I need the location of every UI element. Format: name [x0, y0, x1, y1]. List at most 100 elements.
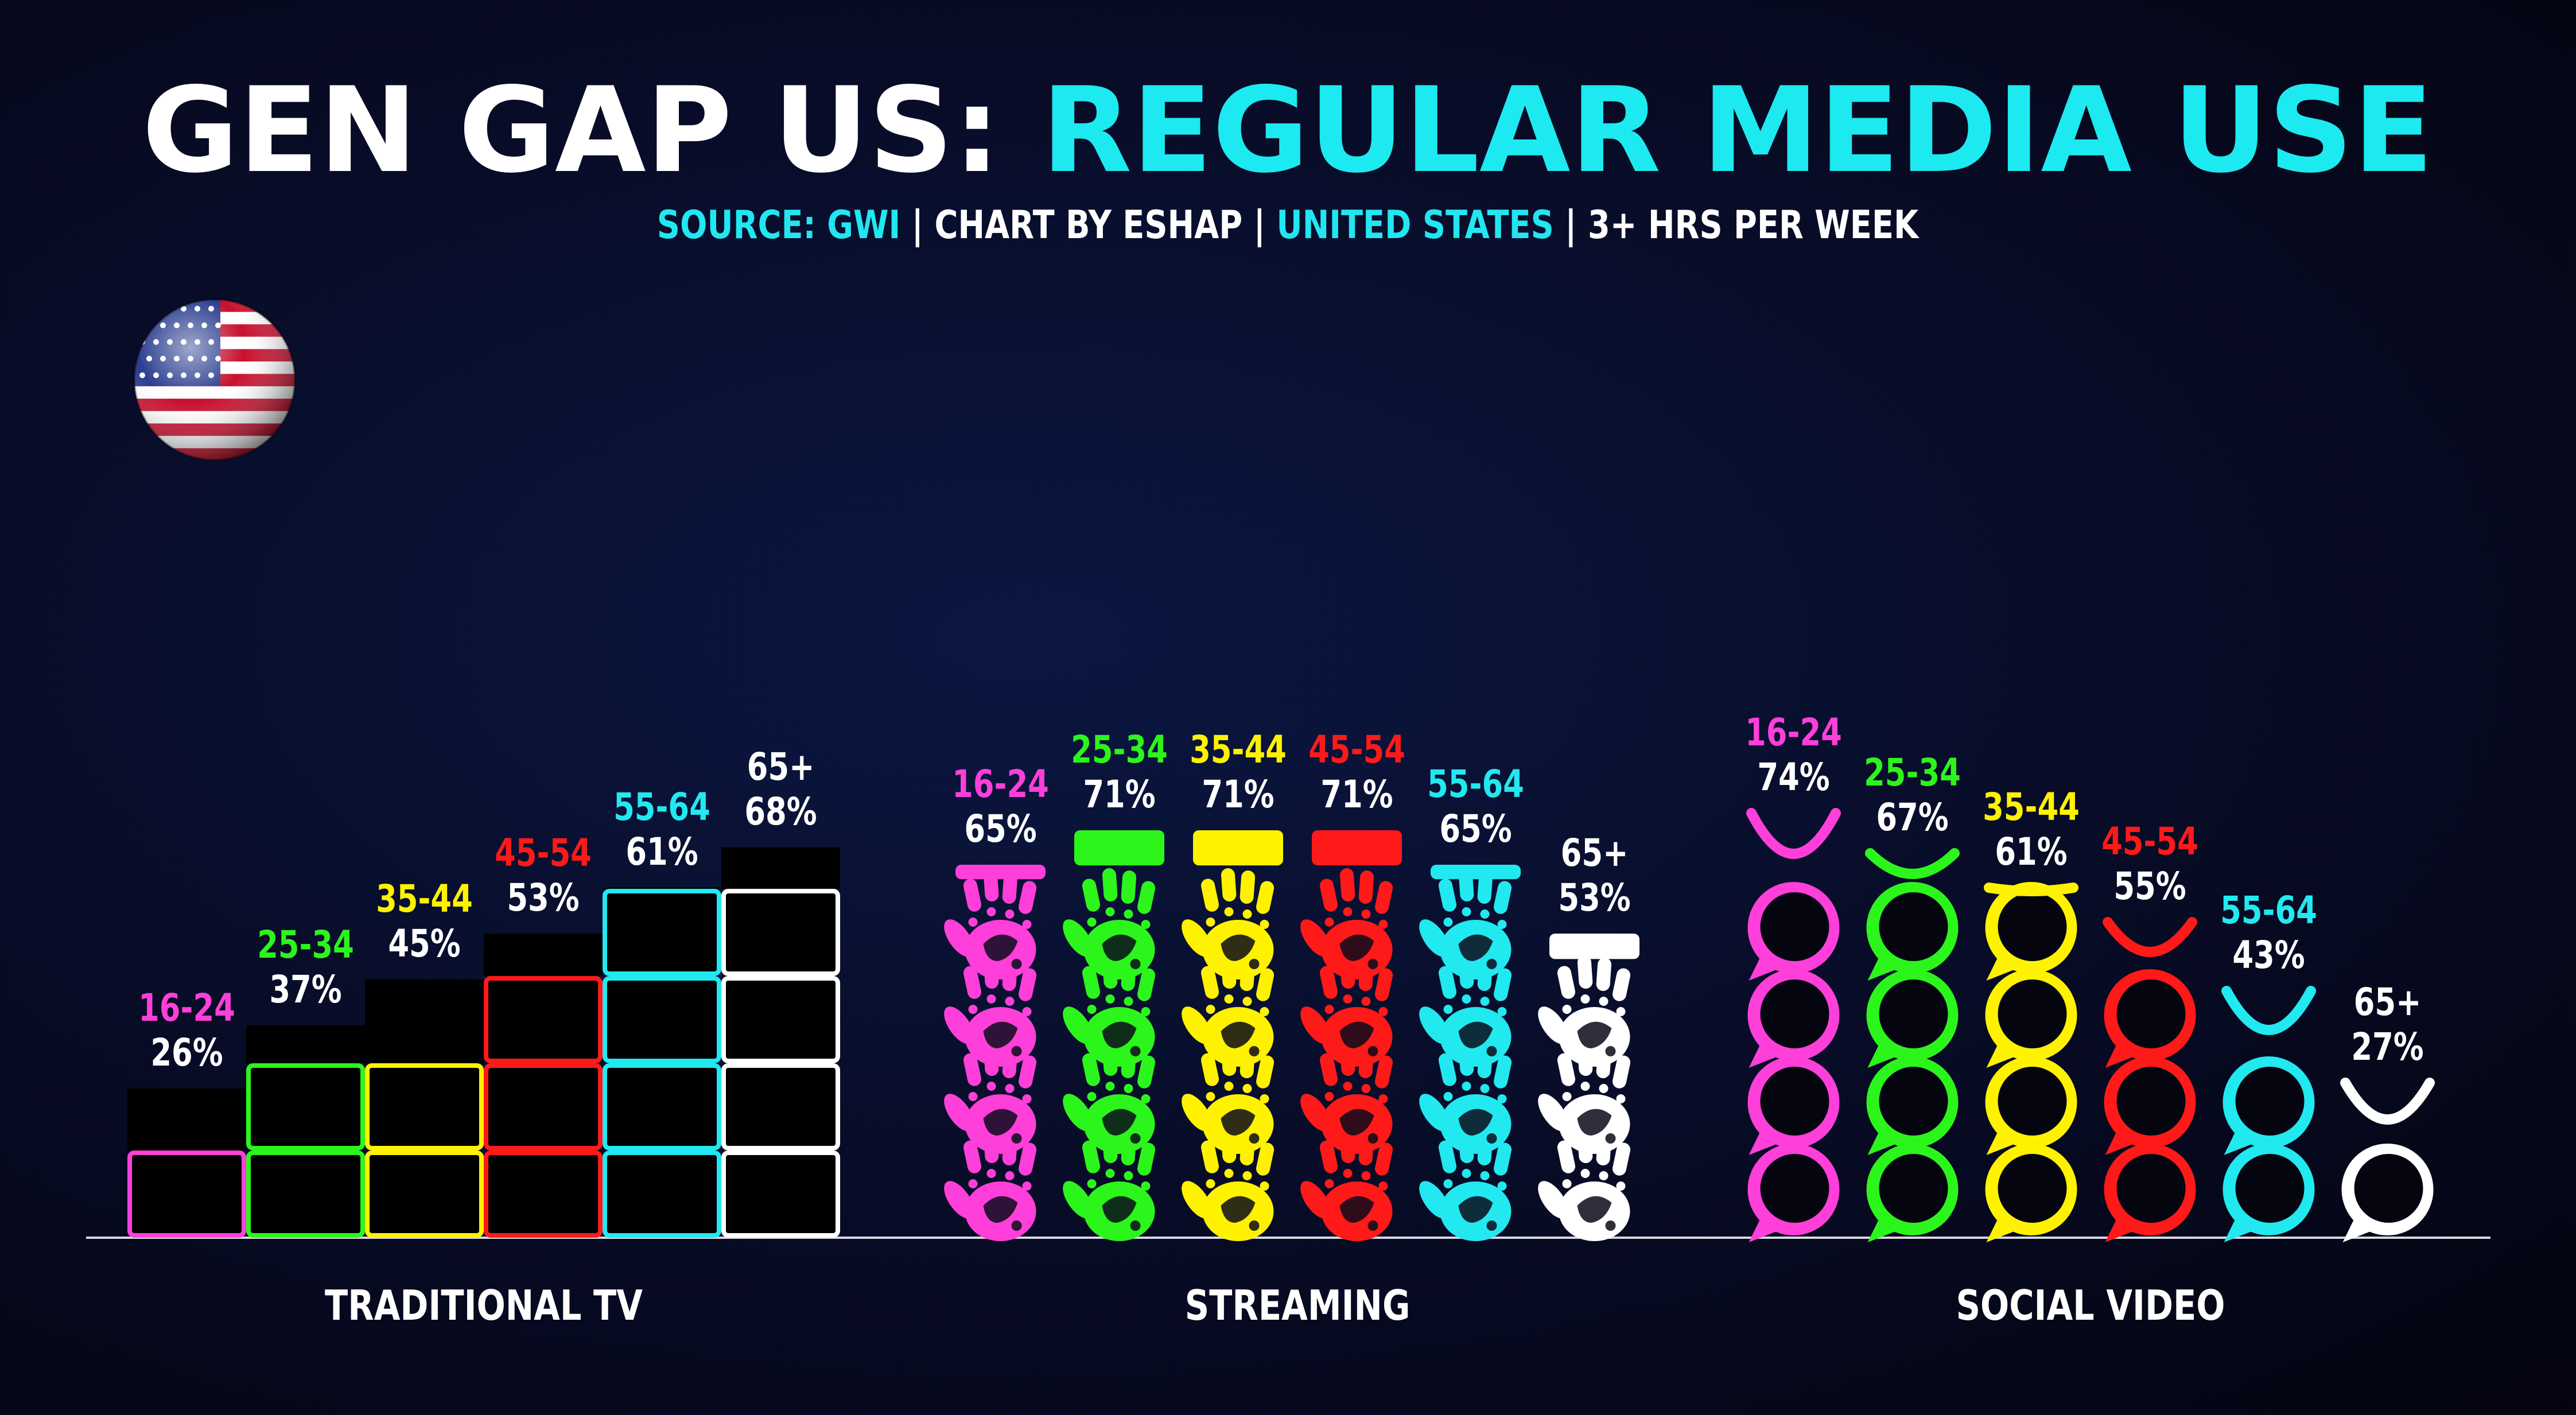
series-label: 55-64 [1427, 763, 1524, 806]
hand-print-icon [1300, 868, 1393, 979]
data-label: 45% [388, 922, 460, 966]
tv-screen-icon [721, 976, 840, 1063]
series-label: 16-24 [1745, 711, 1842, 755]
hand-print-icon [944, 955, 1037, 1067]
category-label: STREAMING [1185, 1281, 1411, 1330]
series-label: 25-34 [257, 923, 354, 967]
tv-screen-icon [603, 1063, 721, 1150]
subtitle-part: | [1242, 202, 1276, 248]
speech-bubble-icon [1985, 882, 2077, 981]
column-65+: 65+68% [721, 745, 840, 1238]
speech-bubble-partial [2221, 986, 2316, 1035]
data-label: 74% [1757, 756, 1829, 799]
speech-bubble-icon [1747, 969, 1840, 1068]
hand-print-icon [1300, 955, 1393, 1067]
series-label: 25-34 [1864, 751, 1961, 795]
subtitle-part: CHART BY ESHAP [934, 202, 1242, 248]
speech-bubble-icon [2223, 1056, 2315, 1155]
hand-print-partial [1074, 830, 1164, 866]
tv-screen-partial [721, 848, 840, 889]
hand-print-icon [1063, 868, 1156, 979]
bar-segment [484, 934, 603, 1238]
speech-bubble-icon [2104, 969, 2196, 1068]
data-label: 37% [269, 968, 341, 1012]
subtitle-part: | [900, 202, 934, 248]
hand-print-icon [1419, 1043, 1512, 1154]
category-label: SOCIAL VIDEO [1956, 1281, 2225, 1330]
speech-bubble-icon [1985, 969, 2077, 1068]
data-label: 67% [1876, 796, 1948, 839]
speech-bubble-icon [2223, 1144, 2315, 1242]
data-label: 53% [1558, 876, 1630, 920]
data-label: 27% [2351, 1025, 2423, 1069]
series-label: 45-54 [2101, 820, 2198, 864]
hand-print-partial [1312, 830, 1402, 866]
series-label: 16-24 [952, 763, 1049, 806]
title-main: GEN GAP US: [142, 63, 1041, 199]
series-label: 45-54 [495, 831, 592, 875]
series-label: 65+ [747, 745, 815, 789]
tv-screen-partial [484, 934, 603, 976]
series-label: 55-64 [2220, 889, 2317, 932]
bar-segment [365, 979, 484, 1238]
subtitle-part: | [1554, 202, 1588, 248]
data-label: 53% [507, 876, 579, 920]
tv-screen-partial [246, 1025, 365, 1063]
hand-print-partial [1549, 934, 1639, 959]
tv-screen-partial [603, 888, 721, 889]
series-label: 55-64 [613, 786, 710, 829]
column-65+: 65+53% [1538, 831, 1639, 1241]
hand-print-icon [1182, 868, 1275, 979]
us-flag-globe-icon [133, 298, 296, 461]
hand-print-icon [1063, 1043, 1156, 1154]
tv-screen-icon [721, 1150, 840, 1238]
data-label: 68% [744, 790, 817, 834]
speech-bubble-icon [2104, 1144, 2196, 1242]
speech-bubble-icon [1985, 1144, 2077, 1242]
speech-bubble-icon [2341, 1144, 2434, 1242]
speech-bubble-icon [1866, 1056, 1959, 1155]
tv-screen-icon [484, 1150, 603, 1238]
data-label: 65% [964, 807, 1036, 851]
speech-bubble-icon [1747, 1144, 1840, 1242]
speech-bubble-icon [1747, 1056, 1840, 1155]
hand-print-icon [1538, 955, 1631, 1067]
tv-screen-icon [127, 1150, 246, 1238]
page-title: GEN GAP US: REGULAR MEDIA USE [142, 63, 2433, 199]
data-label: 71% [1083, 773, 1155, 817]
tv-screen-icon [246, 1063, 365, 1150]
tv-screen-icon [365, 1063, 484, 1150]
tv-screen-icon [484, 976, 603, 1063]
series-label: 35-44 [1190, 728, 1287, 772]
data-label: 61% [625, 830, 698, 874]
hand-print-partial [1193, 830, 1283, 866]
tv-screen-icon [603, 1150, 721, 1238]
hand-print-icon [1300, 1130, 1393, 1241]
series-label: 25-34 [1071, 728, 1168, 772]
hand-print-icon [1419, 868, 1512, 979]
speech-bubble-partial [2103, 917, 2197, 957]
tv-screen-icon [246, 1150, 365, 1238]
series-label: 45-54 [1308, 728, 1405, 772]
hand-print-partial [955, 865, 1046, 880]
speech-bubble-icon [1866, 882, 1959, 981]
bar-segment [127, 1089, 246, 1238]
speech-bubble-icon [1747, 882, 1840, 981]
speech-bubble-partial [2340, 1078, 2435, 1125]
data-label: 26% [150, 1031, 223, 1075]
title-accent: REGULAR MEDIA USE [1042, 63, 2434, 199]
data-label: 71% [1320, 773, 1393, 817]
tv-screen-icon [484, 1063, 603, 1150]
series-label: 65+ [1561, 831, 1629, 875]
